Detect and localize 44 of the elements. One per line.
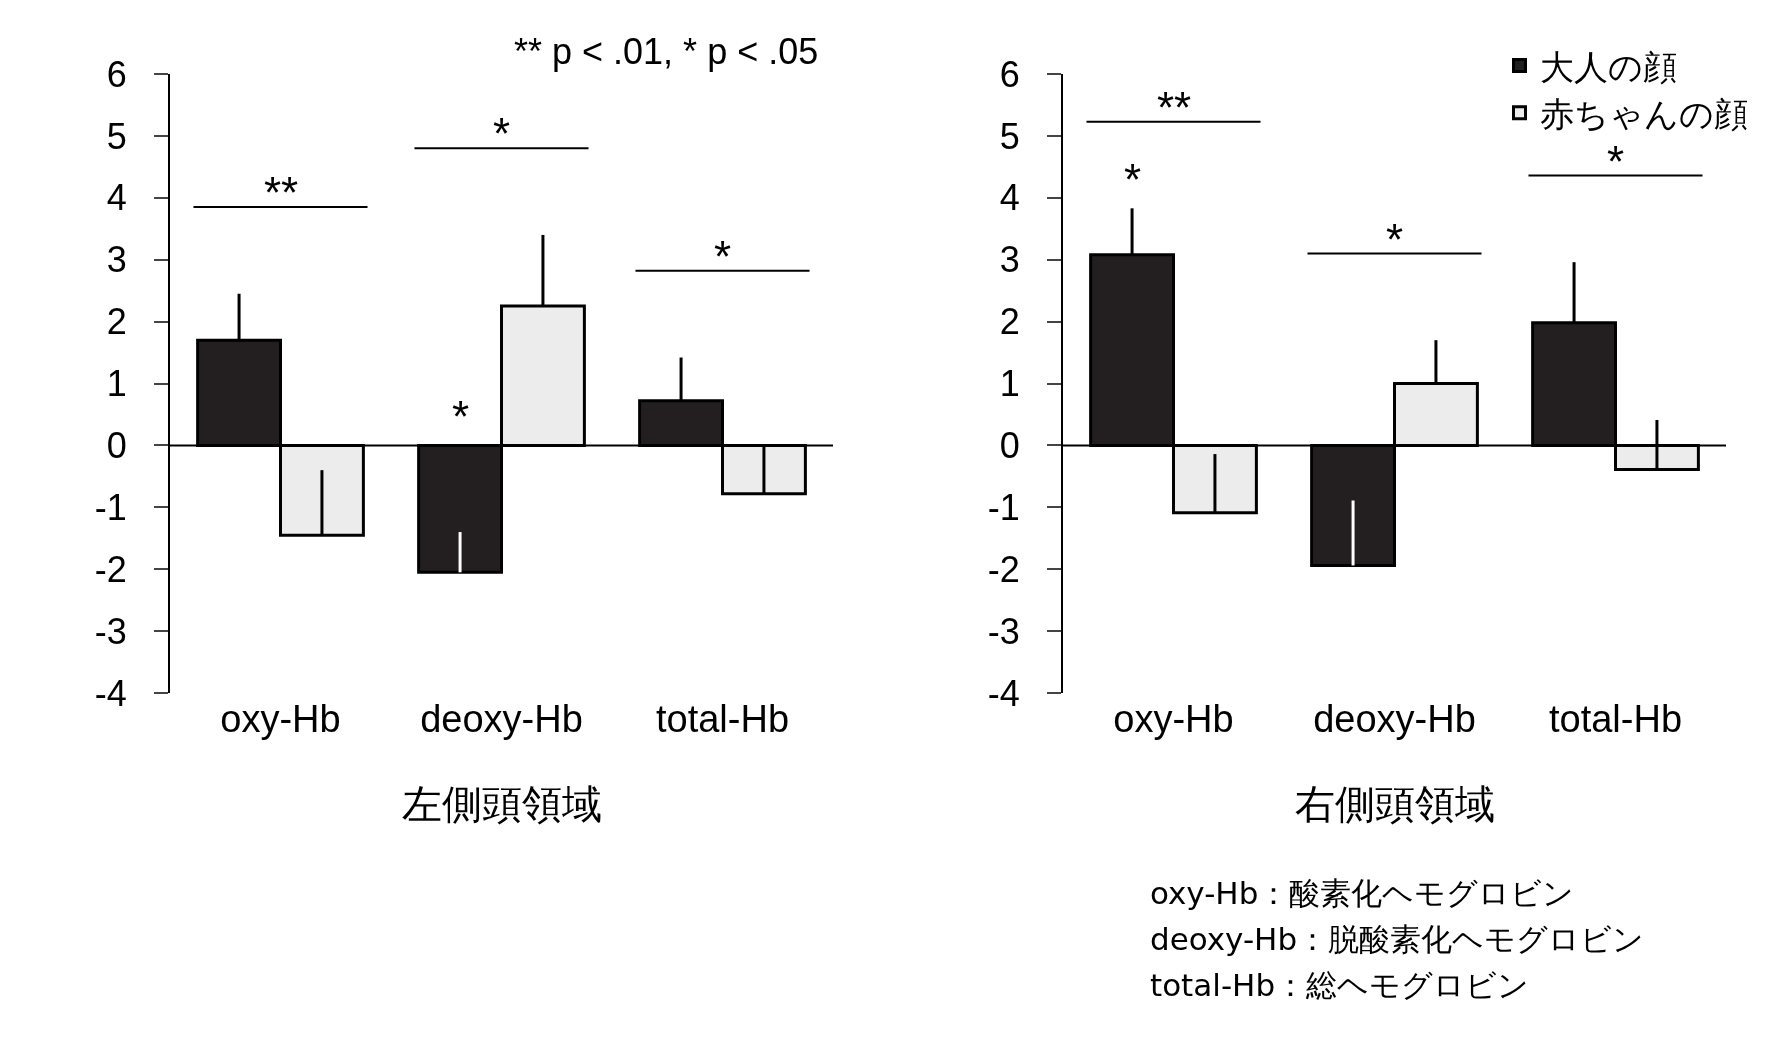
- y-tick-label: -4: [94, 672, 127, 714]
- y-tick-label: -2: [94, 548, 127, 590]
- y-tick-label: -1: [94, 486, 127, 528]
- data-label: *: [452, 392, 470, 441]
- x-tick-label: oxy-Hb: [220, 698, 341, 740]
- y-tick-label: -4: [987, 672, 1020, 714]
- y-tick-label: 4: [106, 177, 127, 219]
- x-tick-label: oxy-Hb: [1113, 698, 1234, 740]
- y-tick-label: 3: [999, 239, 1020, 281]
- y-tick-label: 6: [106, 53, 127, 95]
- y-tick-label: 5: [106, 115, 127, 157]
- y-tick-label: 1: [106, 363, 127, 405]
- y-tick-label: -3: [987, 610, 1020, 652]
- y-tick-label: 3: [106, 239, 127, 281]
- y-tick-label: -3: [94, 610, 127, 652]
- text: oxy-Hb：酸素化ヘモグロビン: [1150, 874, 1576, 913]
- annotation: *: [1607, 137, 1625, 186]
- text: total-Hb：総ヘモグロビン: [1150, 966, 1531, 1005]
- annotation: **: [264, 168, 299, 217]
- text: deoxy-Hb：脱酸素化ヘモグロビン: [1150, 920, 1646, 959]
- data-label: *: [1124, 155, 1142, 204]
- y-tick-label: -1: [987, 486, 1020, 528]
- y-tick-label: 1: [999, 363, 1020, 405]
- x-tick-label: total-Hb: [655, 698, 790, 740]
- y-tick-label: 2: [106, 301, 127, 343]
- y-tick-label: 4: [999, 177, 1020, 219]
- y-tick-label: 2: [999, 301, 1020, 343]
- x-tick-label: deoxy-Hb: [1313, 698, 1476, 740]
- y-tick-label: 5: [999, 115, 1020, 157]
- x-axis-title: 右側頭領域: [1294, 781, 1495, 826]
- chart-subtitle: ** p < .01, * p < .05: [514, 31, 819, 72]
- annotation: **: [1157, 83, 1192, 132]
- x-tick-label: deoxy-Hb: [420, 698, 583, 740]
- annotation: *: [714, 232, 732, 281]
- annotation: *: [1386, 215, 1404, 264]
- x-tick-label: total-Hb: [1548, 698, 1683, 740]
- y-tick-label: 6: [999, 53, 1020, 95]
- x-axis-title: 左側頭領域: [401, 781, 602, 826]
- annotation: *: [493, 109, 511, 158]
- legend-label: 赤ちゃんの顔: [1539, 94, 1748, 133]
- y-tick-label: 0: [106, 425, 127, 466]
- y-tick-label: 0: [999, 425, 1020, 466]
- y-tick-label: -2: [987, 548, 1020, 590]
- legend-label: 大人の顔: [1539, 47, 1677, 86]
